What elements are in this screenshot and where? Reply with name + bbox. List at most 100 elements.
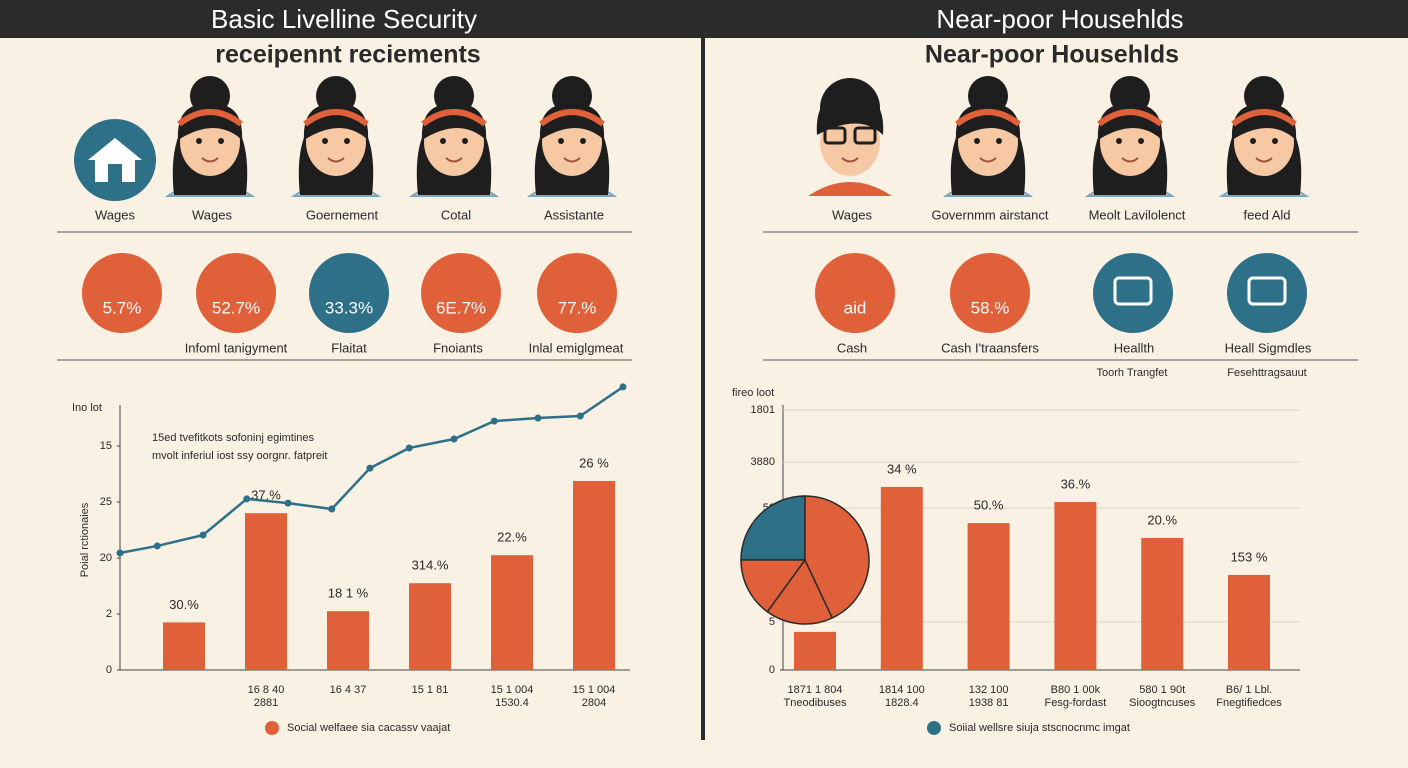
bar xyxy=(967,523,1010,670)
legend-swatch xyxy=(927,721,941,735)
x-tick-note: Fesg-fordast xyxy=(1045,697,1107,709)
y-axis-label: Poial rctionaies xyxy=(79,502,91,577)
icon-label: Cotal xyxy=(441,207,471,222)
bar xyxy=(1054,502,1097,670)
person-icon xyxy=(408,76,500,197)
eye xyxy=(462,138,468,144)
person-icon xyxy=(526,76,618,197)
bar xyxy=(327,611,369,670)
line-point xyxy=(199,531,207,539)
x-tick-label: 15 1 004 xyxy=(573,684,616,696)
pie-slice xyxy=(740,559,807,613)
shirt xyxy=(808,182,892,196)
badge-text: 5.7% xyxy=(103,298,142,317)
axis-title: fireo loot xyxy=(732,387,774,399)
bar-note: 18 1 % xyxy=(328,586,369,601)
x-tick-note: Tneodibuses xyxy=(784,697,847,709)
eye xyxy=(218,138,224,144)
smile xyxy=(1255,157,1273,163)
headband xyxy=(421,109,487,127)
y-tick-label: 0 xyxy=(769,664,775,676)
bar-note: 314.% xyxy=(412,558,449,573)
eye xyxy=(1250,138,1256,144)
bar-note: 30.% xyxy=(169,597,199,612)
x-tick-label: 132 100 xyxy=(969,684,1009,696)
x-tick-label: 1814 100 xyxy=(879,684,925,696)
smile xyxy=(979,157,997,163)
panel-subtitle: receipennt reciements xyxy=(215,41,480,69)
y-tick-label: 15 xyxy=(100,440,112,452)
badge-circle xyxy=(815,253,895,333)
pie-slice xyxy=(766,558,834,625)
pie-slice xyxy=(740,495,806,561)
eye xyxy=(974,138,980,144)
badge-circle xyxy=(421,253,501,333)
line-point xyxy=(405,444,413,452)
badge-label: Infoml tanigyment xyxy=(185,340,288,355)
panel-divider xyxy=(701,0,705,740)
badge-label: Cash xyxy=(837,340,867,355)
person-icon xyxy=(164,76,256,197)
badge-text: aid xyxy=(844,298,867,317)
x-tick-label: 580 1 90t xyxy=(1139,684,1185,696)
badge-icon xyxy=(1113,276,1153,306)
x-tick-label: 15 1 81 xyxy=(412,684,449,696)
line-point xyxy=(619,383,627,391)
x-tick-note: Sioogtncuses xyxy=(1129,697,1196,709)
annotation: mvolt inferiul iost ssy oorgnr. fatpreit xyxy=(152,450,327,462)
badge-label: Inlal emiglgmeat xyxy=(529,340,624,355)
badge-label: Heall Sigmdles xyxy=(1225,340,1312,355)
line-point xyxy=(328,505,336,513)
x-tick-note: 1938 81 xyxy=(969,697,1009,709)
smile xyxy=(327,157,345,163)
person-icon xyxy=(290,76,382,197)
badge-label: Fnoiants xyxy=(433,340,483,355)
glasses xyxy=(823,126,847,145)
eye xyxy=(322,138,328,144)
eye xyxy=(1272,138,1278,144)
bar-note: 34 % xyxy=(887,461,917,476)
bar xyxy=(163,622,205,670)
bar xyxy=(880,486,923,670)
bar-note: 20.% xyxy=(1147,512,1177,527)
x-tick-label: 1871 1 804 xyxy=(787,684,842,696)
eye xyxy=(344,138,350,144)
icon-label: Goernement xyxy=(306,207,379,222)
person-icon xyxy=(808,78,892,196)
bar-note: 22.% xyxy=(497,530,527,545)
bar xyxy=(491,555,533,670)
badge-label: Cash I'traansfers xyxy=(941,340,1039,355)
badge-sublabel: Fesehttragsauut xyxy=(1227,367,1307,379)
line-point xyxy=(534,414,542,422)
line-point xyxy=(576,412,584,420)
smile xyxy=(445,157,463,163)
eye xyxy=(196,138,202,144)
line-point xyxy=(116,549,124,557)
x-tick-note: 1828.4 xyxy=(885,697,919,709)
legend-label: Social welfaee sia cacassv vaajat xyxy=(287,722,450,734)
legend-swatch xyxy=(265,721,279,735)
x-tick-note: 1530.4 xyxy=(495,697,529,709)
x-tick-note: 2881 xyxy=(254,697,278,709)
bar xyxy=(1228,574,1270,670)
line-point xyxy=(243,495,251,503)
x-tick-note: 2804 xyxy=(582,697,606,709)
headband xyxy=(1231,109,1297,127)
x-tick-label: 15 1 004 xyxy=(491,684,534,696)
person-icon xyxy=(1218,76,1310,197)
x-tick-note: Fnegtifiedces xyxy=(1216,697,1282,709)
axis-title: Ino lot xyxy=(72,402,102,414)
panel-subtitle: Near-poor Househlds xyxy=(925,41,1179,69)
house-icon xyxy=(74,119,156,201)
line-point xyxy=(450,435,458,443)
headband xyxy=(955,109,1021,127)
badge-label: Heallth xyxy=(1114,340,1154,355)
badge-circle xyxy=(196,253,276,333)
hair-top xyxy=(816,94,884,135)
eye xyxy=(1138,138,1144,144)
badge-circle xyxy=(1093,253,1173,333)
pie-slice xyxy=(804,495,870,619)
badge-circle xyxy=(309,253,389,333)
annotation: 15ed tvefitkots sofoninj egimtines xyxy=(152,432,315,444)
